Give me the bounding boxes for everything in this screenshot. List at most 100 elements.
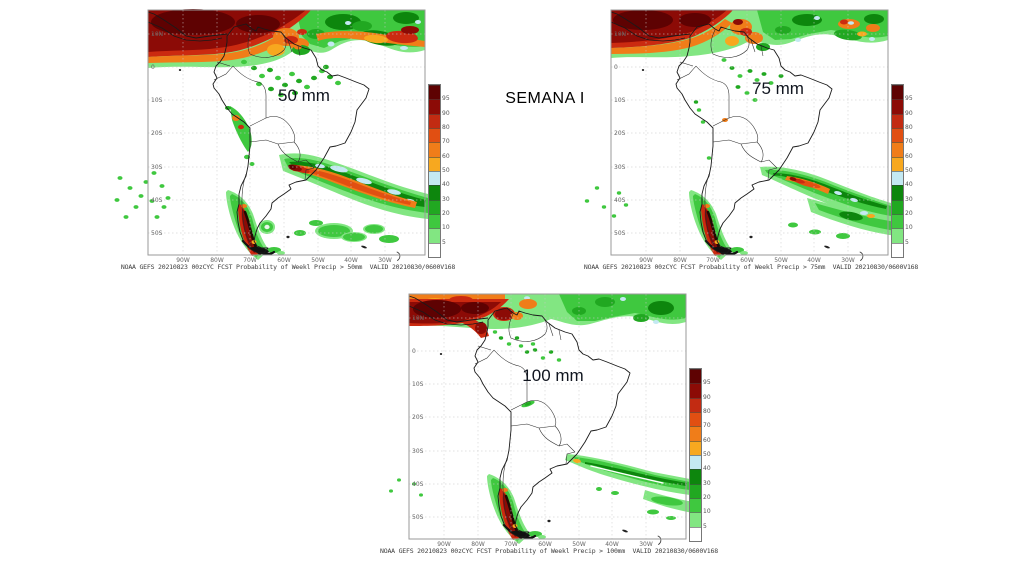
colorbar-tick-label: 50 bbox=[442, 167, 450, 174]
lat-tick-label: 0 bbox=[614, 64, 618, 71]
lon-tick-label: 90W bbox=[437, 541, 451, 548]
lon-tick-label: 50W bbox=[311, 257, 325, 264]
colorbar-tick-label: 70 bbox=[703, 422, 711, 430]
colorbar-segment bbox=[429, 85, 440, 100]
colorbar-segment bbox=[690, 469, 701, 484]
colorbar-tick-label: 20 bbox=[905, 210, 913, 217]
threshold-label: 75 mm bbox=[752, 79, 804, 98]
colorbar-segment bbox=[892, 214, 903, 229]
colorbar-tick-label: 80 bbox=[442, 124, 450, 131]
lon-tick-label: 30W bbox=[639, 541, 653, 548]
lat-tick-label: 20S bbox=[151, 130, 163, 137]
colorbar-segment bbox=[892, 85, 903, 100]
colorbar-tick-label: 90 bbox=[703, 393, 711, 401]
colorbar-tick-label: 40 bbox=[442, 181, 450, 189]
colorbar-tick-label: 5 bbox=[442, 238, 446, 246]
lat-tick-label: 10N bbox=[412, 315, 424, 322]
colorbar-segment bbox=[429, 185, 440, 200]
probability-colorbar: 95 90 80 70 60 50 40 30 20 10 5 bbox=[428, 84, 450, 258]
colorbar-segment bbox=[690, 369, 701, 384]
colorbar-tick-label: 40 bbox=[905, 181, 913, 189]
south-america-map-100mm: 10N 0 10S 20S 30S 40S 50S 90W 80W 70W 60W 50W 40W 30W bbox=[389, 293, 694, 548]
colorbar-tick-label: 90 bbox=[905, 109, 913, 117]
colorbar-tick-label: 80 bbox=[703, 408, 711, 415]
colorbar-tick-label: 60 bbox=[703, 436, 711, 444]
lat-tick-label: 10N bbox=[614, 31, 626, 38]
colorbar-segment bbox=[429, 214, 440, 229]
probability-colorbar: 95 90 80 70 60 50 40 30 20 10 5 bbox=[689, 368, 711, 542]
lon-tick-label: 30W bbox=[841, 257, 855, 264]
lat-tick-label: 40S bbox=[614, 197, 626, 204]
lon-tick-label: 40W bbox=[605, 541, 619, 548]
lat-tick-label: 40S bbox=[412, 481, 424, 488]
map-caption: NOAA GEFS 20210823 00zCYC FCST Probabili… bbox=[120, 263, 456, 271]
colorbar-segment bbox=[429, 228, 440, 243]
colorbar-tick-label: 10 bbox=[442, 224, 450, 232]
colorbar-tick-label: 50 bbox=[703, 451, 711, 458]
colorbar-tick-label: 20 bbox=[703, 494, 711, 501]
colorbar-tick-label: 60 bbox=[442, 152, 450, 160]
lat-tick-label: 30S bbox=[614, 164, 626, 171]
colorbar-tick-label: 95 bbox=[905, 95, 913, 103]
colorbar-segment bbox=[690, 383, 701, 398]
map-caption: NOAA GEFS 20210823 00zCYC FCST Probabili… bbox=[583, 263, 919, 271]
colorbar-segment bbox=[892, 199, 903, 214]
lat-tick-label: 10S bbox=[412, 381, 424, 388]
lon-tick-label: 40W bbox=[344, 257, 358, 264]
colorbar-segment bbox=[690, 412, 701, 427]
colorbar-tick-label: 95 bbox=[442, 95, 450, 103]
colorbar-tick-label: 10 bbox=[905, 224, 913, 232]
probability-colorbar: 95 90 80 70 60 50 40 30 20 10 5 bbox=[891, 84, 913, 258]
colorbar-segment bbox=[690, 526, 701, 541]
colorbar-tick-label: 80 bbox=[905, 124, 913, 131]
lat-tick-label: 30S bbox=[151, 164, 163, 171]
map-panel-50mm: 10N 0 10S 20S 30S 40S 50S 90W 80W 70W 60W 50W 40W 30W… bbox=[114, 9, 455, 271]
colorbar-tick-label: 20 bbox=[442, 210, 450, 217]
lat-tick-label: 50S bbox=[151, 230, 163, 237]
lon-tick-label: 90W bbox=[639, 257, 653, 264]
colorbar-tick-label: 40 bbox=[703, 465, 711, 473]
lat-tick-label: 50S bbox=[412, 514, 424, 521]
lon-tick-label: 60W bbox=[277, 257, 291, 264]
colorbar-segment bbox=[429, 242, 440, 257]
colorbar-segment bbox=[690, 455, 701, 470]
lon-tick-label: 50W bbox=[774, 257, 788, 264]
lon-tick-label: 70W bbox=[243, 257, 257, 264]
colorbar-tick-label: 50 bbox=[905, 167, 913, 174]
colorbar-segment bbox=[892, 128, 903, 143]
colorbar-segment bbox=[892, 113, 903, 128]
lon-tick-label: 50W bbox=[572, 541, 586, 548]
colorbar-segment bbox=[892, 185, 903, 200]
map-panel-100mm: 10N 0 10S 20S 30S 40S 50S 90W 80W 70W 60W 50W 40W 30W… bbox=[380, 293, 718, 555]
lon-tick-label: 60W bbox=[740, 257, 754, 264]
colorbar-segment bbox=[429, 142, 440, 157]
lat-tick-label: 10S bbox=[614, 97, 626, 104]
colorbar-tick-label: 5 bbox=[905, 238, 909, 246]
colorbar-segment bbox=[690, 426, 701, 441]
south-america-map-75mm: 10N 0 10S 20S 30S 40S 50S 90W 80W 70W 60W 50W 40W 30W bbox=[584, 9, 896, 264]
lat-tick-label: 40S bbox=[151, 197, 163, 204]
colorbar-tick-label: 30 bbox=[905, 195, 913, 203]
colorbar-segment bbox=[429, 99, 440, 114]
colorbar-segment bbox=[690, 512, 701, 527]
lat-tick-label: 30S bbox=[412, 448, 424, 455]
lat-tick-label: 10S bbox=[151, 97, 163, 104]
lat-tick-label: 20S bbox=[614, 130, 626, 137]
colorbar-segment bbox=[892, 156, 903, 171]
lon-tick-label: 60W bbox=[538, 541, 552, 548]
colorbar-tick-label: 30 bbox=[703, 479, 711, 487]
colorbar-tick-label: 5 bbox=[703, 522, 707, 530]
colorbar-tick-label: 60 bbox=[905, 152, 913, 160]
colorbar-segment bbox=[892, 99, 903, 114]
threshold-label: 50 mm bbox=[278, 86, 330, 105]
colorbar-segment bbox=[429, 171, 440, 186]
map-panel-75mm: 10N 0 10S 20S 30S 40S 50S 90W 80W 70W 60W 50W 40W 30W… bbox=[584, 9, 918, 271]
colorbar-segment bbox=[892, 242, 903, 257]
lon-tick-label: 90W bbox=[176, 257, 190, 264]
colorbar-tick-label: 70 bbox=[442, 138, 450, 146]
threshold-label: 100 mm bbox=[522, 366, 584, 385]
lon-tick-label: 80W bbox=[210, 257, 224, 264]
colorbar-segment bbox=[690, 440, 701, 455]
colorbar-segment bbox=[690, 397, 701, 412]
